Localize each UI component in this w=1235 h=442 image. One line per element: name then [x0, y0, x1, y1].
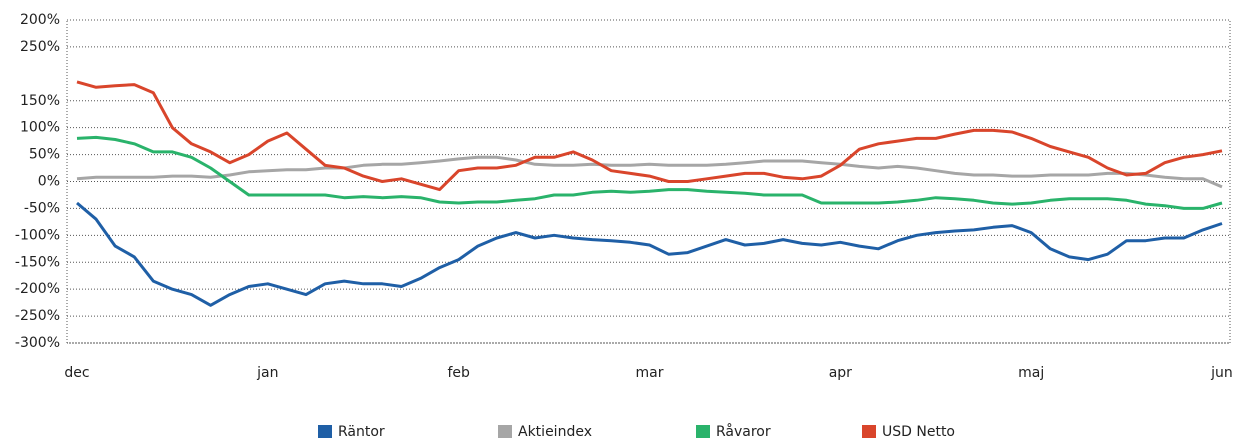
- y-tick-label: 0%: [38, 174, 60, 190]
- series-line: [76, 135, 1223, 210]
- legend-label: Råvaror: [716, 423, 771, 438]
- x-tick-label: maj: [1018, 365, 1044, 381]
- legend-label: USD Netto: [882, 424, 955, 438]
- y-tick-label: 200%: [20, 12, 60, 28]
- y-tick-label: -150%: [15, 254, 60, 270]
- legend-swatch: [318, 425, 332, 439]
- legend-swatch: [862, 425, 876, 439]
- plot-border: [66, 19, 1231, 344]
- legend-swatch: [498, 425, 512, 439]
- y-tick-label: 250%: [20, 39, 60, 55]
- legend-label: Aktieindex: [518, 424, 592, 438]
- x-tick-label: jan: [256, 365, 278, 381]
- x-tick-label: mar: [636, 365, 664, 381]
- x-tick-label: dec: [64, 365, 89, 381]
- y-tick-label: 50%: [29, 147, 60, 163]
- x-tick-label: jun: [1210, 365, 1233, 381]
- series-line: [76, 155, 1223, 189]
- y-tick-label: -250%: [15, 308, 60, 324]
- x-tick-label: apr: [829, 365, 852, 381]
- y-tick-label: 100%: [20, 120, 60, 136]
- y-tick-label: 150%: [20, 93, 60, 109]
- y-tick-label: -100%: [15, 227, 60, 243]
- series-line: [76, 80, 1223, 192]
- y-tick-label: -200%: [15, 281, 60, 297]
- y-tick-label: -300%: [15, 335, 60, 351]
- legend-swatch: [696, 425, 710, 439]
- x-tick-label: feb: [447, 365, 470, 381]
- series-line: [76, 201, 1223, 307]
- y-tick-label: -50%: [24, 200, 60, 216]
- legend-label: Räntor: [338, 424, 385, 438]
